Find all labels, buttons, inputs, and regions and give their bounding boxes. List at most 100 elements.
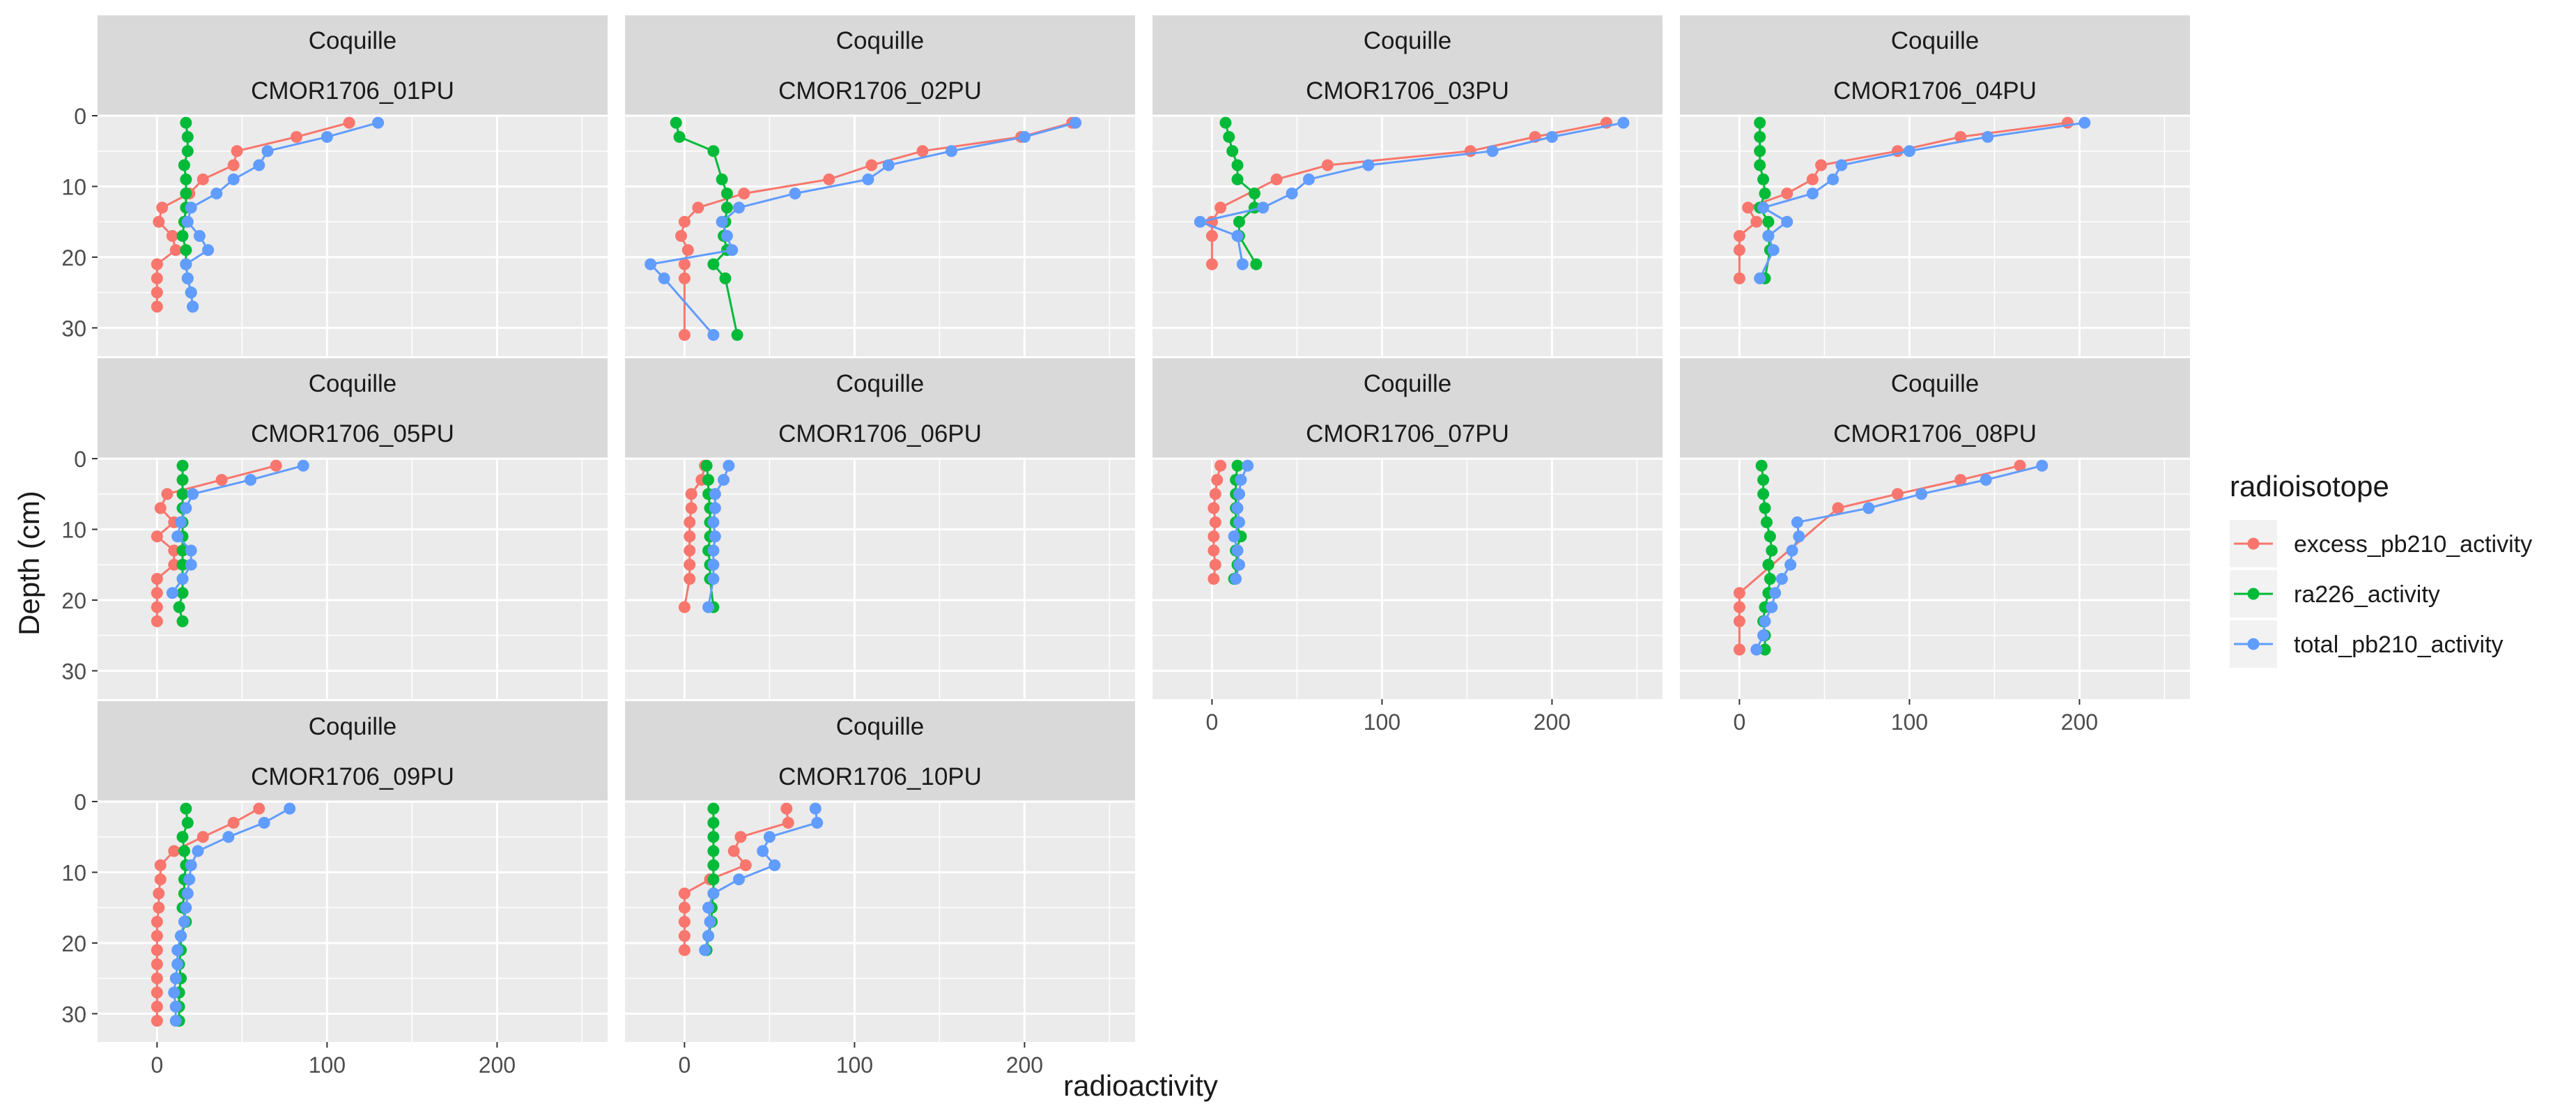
data-point-excess_pb210_activity xyxy=(151,300,163,313)
facet-panel-CMOR1706_03PU: Coquille CMOR1706_03PU xyxy=(1152,15,1663,356)
data-point-excess_pb210_activity xyxy=(231,145,243,158)
data-point-excess_pb210_activity xyxy=(1321,159,1334,171)
data-point-excess_pb210_activity xyxy=(865,159,878,171)
facet-strip-site-label: Coquille xyxy=(309,370,396,397)
y-tick-label: 10 xyxy=(61,174,86,199)
data-point-excess_pb210_activity xyxy=(154,502,167,514)
panel-background xyxy=(625,459,1135,699)
data-point-ra226_activity xyxy=(707,845,720,857)
data-point-excess_pb210_activity xyxy=(151,573,163,585)
legend-key-point xyxy=(2247,588,2260,600)
data-point-ra226_activity xyxy=(707,859,720,871)
data-point-excess_pb210_activity xyxy=(1750,215,1763,228)
data-point-total_pb210_activity xyxy=(1236,258,1249,270)
data-point-excess_pb210_activity xyxy=(151,258,163,270)
data-point-total_pb210_activity xyxy=(707,516,720,528)
data-point-total_pb210_activity xyxy=(1781,215,1794,228)
data-point-total_pb210_activity xyxy=(169,1000,182,1013)
data-point-excess_pb210_activity xyxy=(156,201,169,214)
x-tick-label: 100 xyxy=(309,1052,346,1078)
data-point-total_pb210_activity xyxy=(723,459,735,472)
data-point-excess_pb210_activity xyxy=(1733,587,1745,599)
data-point-excess_pb210_activity xyxy=(1209,558,1221,571)
data-point-total_pb210_activity xyxy=(1228,530,1240,543)
data-point-total_pb210_activity xyxy=(2036,459,2049,472)
data-point-excess_pb210_activity xyxy=(1208,530,1220,543)
data-point-excess_pb210_activity xyxy=(1733,272,1745,284)
data-point-ra226_activity xyxy=(707,258,720,270)
data-point-total_pb210_activity xyxy=(707,544,720,557)
data-point-total_pb210_activity xyxy=(702,930,715,942)
data-point-total_pb210_activity xyxy=(1982,130,1994,143)
data-point-total_pb210_activity xyxy=(707,887,720,900)
data-point-excess_pb210_activity xyxy=(151,530,163,543)
data-point-excess_pb210_activity xyxy=(1954,130,1967,143)
data-point-excess_pb210_activity xyxy=(684,530,696,543)
data-point-excess_pb210_activity xyxy=(1891,488,1904,500)
data-point-excess_pb210_activity xyxy=(154,859,167,871)
x-tick-label: 100 xyxy=(836,1052,873,1078)
data-point-ra226_activity xyxy=(1760,516,1773,528)
legend-title: radioisotope xyxy=(2230,470,2389,503)
data-point-total_pb210_activity xyxy=(185,859,197,871)
facet-strip-core-label: CMOR1706_05PU xyxy=(251,420,454,447)
data-point-excess_pb210_activity xyxy=(685,502,697,514)
data-point-excess_pb210_activity xyxy=(168,544,180,557)
y-tick-label: 30 xyxy=(61,659,86,684)
data-point-total_pb210_activity xyxy=(1231,230,1244,242)
data-point-total_pb210_activity xyxy=(1362,159,1375,171)
data-point-ra226_activity xyxy=(1757,473,1770,486)
facet-panel-CMOR1706_10PU: Coquille CMOR1706_10PU 0 100 200 xyxy=(625,701,1135,1078)
data-point-excess_pb210_activity xyxy=(151,930,163,942)
facet-strip xyxy=(625,358,1135,459)
y-tick-label: 20 xyxy=(61,245,86,270)
facet-strip-site-label: Coquille xyxy=(1364,370,1451,397)
data-point-total_pb210_activity xyxy=(193,230,206,242)
data-point-total_pb210_activity xyxy=(704,916,716,928)
data-point-total_pb210_activity xyxy=(809,802,822,815)
data-point-excess_pb210_activity xyxy=(823,173,835,185)
data-point-ra226_activity xyxy=(1219,116,1232,129)
data-point-total_pb210_activity xyxy=(178,916,190,928)
data-point-excess_pb210_activity xyxy=(151,972,163,985)
data-point-ra226_activity xyxy=(176,831,189,843)
data-point-ra226_activity xyxy=(1248,187,1260,200)
data-point-ra226_activity xyxy=(707,145,720,158)
data-point-ra226_activity xyxy=(173,601,185,613)
data-point-excess_pb210_activity xyxy=(169,244,182,256)
data-point-total_pb210_activity xyxy=(1759,615,1771,627)
data-point-excess_pb210_activity xyxy=(780,802,793,815)
data-point-total_pb210_activity xyxy=(1806,187,1819,200)
data-point-total_pb210_activity xyxy=(180,258,192,270)
data-point-total_pb210_activity xyxy=(1242,459,1254,472)
x-tick-label: 200 xyxy=(2061,710,2098,735)
data-point-total_pb210_activity xyxy=(176,573,189,585)
data-point-total_pb210_activity xyxy=(1793,530,1805,543)
data-point-excess_pb210_activity xyxy=(151,587,163,599)
series-line-excess_pb210_activity xyxy=(683,465,707,608)
facet-panel-CMOR1706_02PU: Coquille CMOR1706_02PU xyxy=(625,15,1135,356)
facet-strip-core-label: CMOR1706_08PU xyxy=(1833,420,2037,447)
data-point-excess_pb210_activity xyxy=(1832,502,1844,514)
data-point-excess_pb210_activity xyxy=(1742,201,1754,214)
x-tick-label: 100 xyxy=(1891,710,1928,735)
facet-panel-CMOR1706_08PU: Coquille CMOR1706_08PU 0 100 200 xyxy=(1680,358,2190,735)
data-point-excess_pb210_activity xyxy=(1733,643,1745,656)
data-point-excess_pb210_activity xyxy=(1733,601,1745,613)
data-point-excess_pb210_activity xyxy=(678,930,691,942)
y-tick-label: 0 xyxy=(74,790,86,815)
data-point-ra226_activity xyxy=(176,558,189,571)
data-point-total_pb210_activity xyxy=(1194,215,1206,228)
data-point-excess_pb210_activity xyxy=(727,845,740,857)
y-tick-label: 10 xyxy=(61,860,86,885)
data-point-total_pb210_activity xyxy=(185,201,197,214)
data-point-total_pb210_activity xyxy=(707,558,720,571)
data-point-excess_pb210_activity xyxy=(684,544,696,557)
x-tick-label: 0 xyxy=(151,1052,164,1078)
facet-strip-site-label: Coquille xyxy=(836,370,924,397)
data-point-total_pb210_activity xyxy=(1018,130,1031,143)
data-point-total_pb210_activity xyxy=(1545,130,1558,143)
data-point-ra226_activity xyxy=(700,459,713,472)
data-point-excess_pb210_activity xyxy=(1733,230,1745,242)
legend-key-point xyxy=(2247,537,2260,550)
